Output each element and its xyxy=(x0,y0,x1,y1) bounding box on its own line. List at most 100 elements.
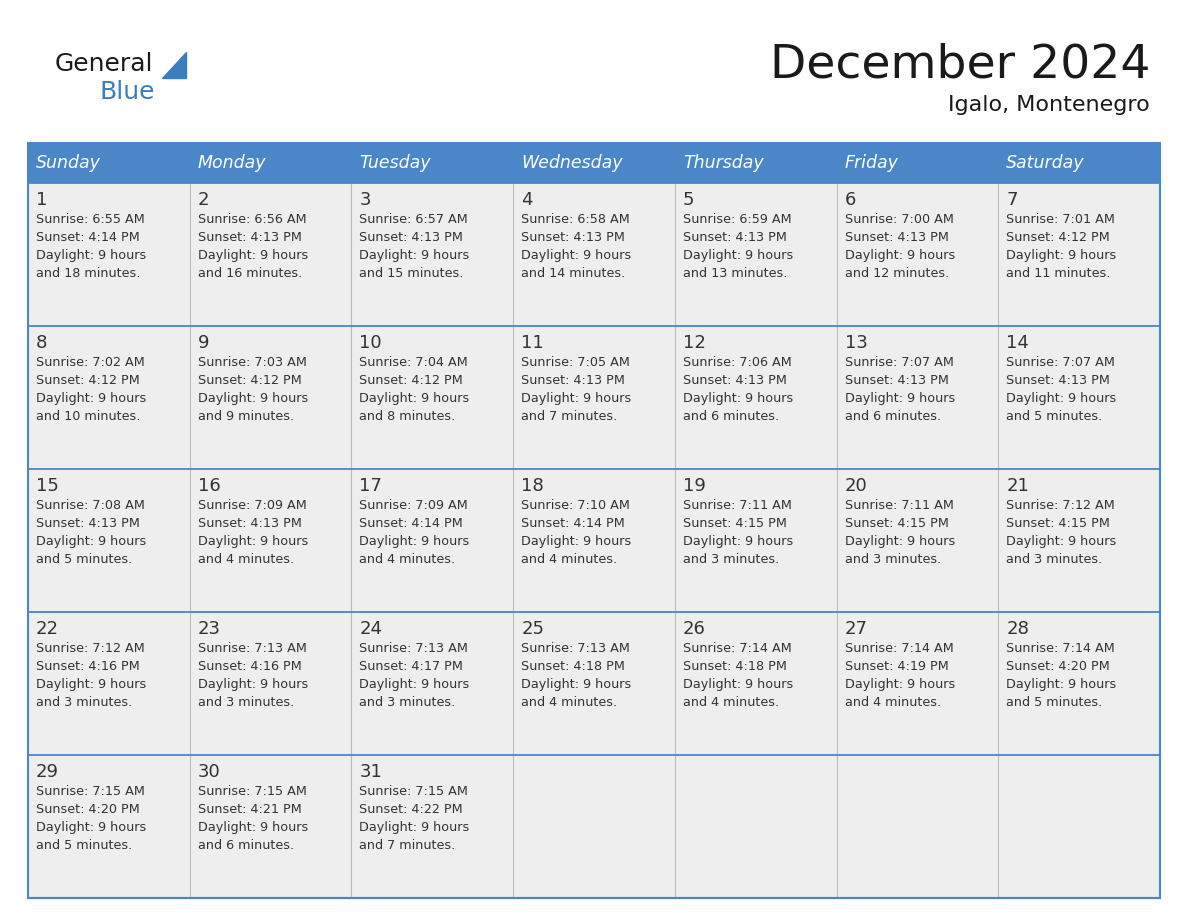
Text: and 4 minutes.: and 4 minutes. xyxy=(522,553,618,566)
Text: Sunset: 4:21 PM: Sunset: 4:21 PM xyxy=(197,803,302,816)
Text: Sunset: 4:13 PM: Sunset: 4:13 PM xyxy=(522,231,625,244)
Bar xyxy=(998,143,1159,183)
Text: Sunset: 4:13 PM: Sunset: 4:13 PM xyxy=(360,231,463,244)
Bar xyxy=(513,612,675,755)
Text: and 5 minutes.: and 5 minutes. xyxy=(36,839,132,852)
Text: 25: 25 xyxy=(522,620,544,638)
Text: Daylight: 9 hours: Daylight: 9 hours xyxy=(197,821,308,834)
Text: Daylight: 9 hours: Daylight: 9 hours xyxy=(197,535,308,548)
Text: and 3 minutes.: and 3 minutes. xyxy=(1006,553,1102,566)
Text: Sunrise: 7:01 AM: Sunrise: 7:01 AM xyxy=(1006,213,1116,226)
Text: 31: 31 xyxy=(360,763,383,781)
Text: 26: 26 xyxy=(683,620,706,638)
Text: Sunset: 4:13 PM: Sunset: 4:13 PM xyxy=(683,374,786,387)
Text: and 11 minutes.: and 11 minutes. xyxy=(1006,267,1111,280)
Text: Daylight: 9 hours: Daylight: 9 hours xyxy=(522,392,631,405)
Bar xyxy=(29,326,190,469)
Text: and 10 minutes.: and 10 minutes. xyxy=(36,410,140,423)
Text: 11: 11 xyxy=(522,334,544,352)
Text: Sunrise: 7:05 AM: Sunrise: 7:05 AM xyxy=(522,356,630,369)
Text: Sunrise: 7:09 AM: Sunrise: 7:09 AM xyxy=(360,499,468,512)
Text: Sunrise: 7:15 AM: Sunrise: 7:15 AM xyxy=(197,785,307,798)
Text: 14: 14 xyxy=(1006,334,1029,352)
Text: Sunrise: 7:07 AM: Sunrise: 7:07 AM xyxy=(1006,356,1116,369)
Text: 18: 18 xyxy=(522,477,544,495)
Text: Blue: Blue xyxy=(100,80,156,104)
Text: Sunrise: 7:09 AM: Sunrise: 7:09 AM xyxy=(197,499,307,512)
Text: Daylight: 9 hours: Daylight: 9 hours xyxy=(522,249,631,262)
Text: Sunset: 4:20 PM: Sunset: 4:20 PM xyxy=(1006,660,1110,673)
Bar xyxy=(836,183,998,326)
Text: Sunset: 4:17 PM: Sunset: 4:17 PM xyxy=(360,660,463,673)
Text: Sunrise: 7:12 AM: Sunrise: 7:12 AM xyxy=(36,642,145,655)
Bar xyxy=(675,183,836,326)
Text: and 3 minutes.: and 3 minutes. xyxy=(360,696,456,709)
Text: 24: 24 xyxy=(360,620,383,638)
Bar xyxy=(836,469,998,612)
Text: and 18 minutes.: and 18 minutes. xyxy=(36,267,140,280)
Bar xyxy=(513,143,675,183)
Bar xyxy=(190,612,352,755)
Bar xyxy=(998,326,1159,469)
Text: Sunrise: 7:13 AM: Sunrise: 7:13 AM xyxy=(197,642,307,655)
Text: Daylight: 9 hours: Daylight: 9 hours xyxy=(683,678,794,691)
Text: Sunrise: 6:58 AM: Sunrise: 6:58 AM xyxy=(522,213,630,226)
Text: and 14 minutes.: and 14 minutes. xyxy=(522,267,625,280)
Text: 8: 8 xyxy=(36,334,48,352)
Bar xyxy=(190,326,352,469)
Text: 23: 23 xyxy=(197,620,221,638)
Text: 7: 7 xyxy=(1006,191,1018,209)
Text: Sunset: 4:12 PM: Sunset: 4:12 PM xyxy=(1006,231,1110,244)
Text: Daylight: 9 hours: Daylight: 9 hours xyxy=(36,821,146,834)
Text: Sunset: 4:13 PM: Sunset: 4:13 PM xyxy=(845,374,948,387)
Text: 4: 4 xyxy=(522,191,532,209)
Text: Sunset: 4:13 PM: Sunset: 4:13 PM xyxy=(36,517,140,530)
Text: and 15 minutes.: and 15 minutes. xyxy=(360,267,463,280)
Text: Sunset: 4:12 PM: Sunset: 4:12 PM xyxy=(360,374,463,387)
Text: Tuesday: Tuesday xyxy=(360,154,431,172)
Text: Igalo, Montenegro: Igalo, Montenegro xyxy=(948,95,1150,115)
Bar xyxy=(675,755,836,898)
Text: Sunset: 4:13 PM: Sunset: 4:13 PM xyxy=(845,231,948,244)
Text: and 3 minutes.: and 3 minutes. xyxy=(683,553,779,566)
Text: and 6 minutes.: and 6 minutes. xyxy=(683,410,779,423)
Text: and 6 minutes.: and 6 minutes. xyxy=(197,839,293,852)
Text: Sunrise: 7:10 AM: Sunrise: 7:10 AM xyxy=(522,499,630,512)
Text: 2: 2 xyxy=(197,191,209,209)
Text: and 4 minutes.: and 4 minutes. xyxy=(197,553,293,566)
Text: Sunset: 4:16 PM: Sunset: 4:16 PM xyxy=(197,660,302,673)
Text: Daylight: 9 hours: Daylight: 9 hours xyxy=(1006,249,1117,262)
Text: Sunrise: 7:14 AM: Sunrise: 7:14 AM xyxy=(1006,642,1116,655)
Text: Daylight: 9 hours: Daylight: 9 hours xyxy=(36,678,146,691)
Text: Daylight: 9 hours: Daylight: 9 hours xyxy=(683,535,794,548)
Bar xyxy=(29,612,190,755)
Text: and 9 minutes.: and 9 minutes. xyxy=(197,410,293,423)
Text: Saturday: Saturday xyxy=(1006,154,1085,172)
Text: Daylight: 9 hours: Daylight: 9 hours xyxy=(197,678,308,691)
Bar xyxy=(675,469,836,612)
Text: Daylight: 9 hours: Daylight: 9 hours xyxy=(36,392,146,405)
Text: Sunset: 4:14 PM: Sunset: 4:14 PM xyxy=(360,517,463,530)
Text: Sunrise: 7:00 AM: Sunrise: 7:00 AM xyxy=(845,213,954,226)
Text: December 2024: December 2024 xyxy=(770,42,1150,87)
Text: Daylight: 9 hours: Daylight: 9 hours xyxy=(360,535,469,548)
Text: Daylight: 9 hours: Daylight: 9 hours xyxy=(360,392,469,405)
Text: Sunrise: 7:06 AM: Sunrise: 7:06 AM xyxy=(683,356,791,369)
Text: 28: 28 xyxy=(1006,620,1029,638)
Text: Sunset: 4:13 PM: Sunset: 4:13 PM xyxy=(197,231,302,244)
Bar xyxy=(513,183,675,326)
Text: and 5 minutes.: and 5 minutes. xyxy=(1006,696,1102,709)
Text: Daylight: 9 hours: Daylight: 9 hours xyxy=(1006,678,1117,691)
Bar xyxy=(836,612,998,755)
Bar xyxy=(29,183,190,326)
Text: 30: 30 xyxy=(197,763,221,781)
Text: Sunset: 4:13 PM: Sunset: 4:13 PM xyxy=(1006,374,1110,387)
Text: 29: 29 xyxy=(36,763,59,781)
Bar xyxy=(352,183,513,326)
Bar xyxy=(29,469,190,612)
Text: Sunrise: 7:02 AM: Sunrise: 7:02 AM xyxy=(36,356,145,369)
Bar xyxy=(190,755,352,898)
Bar xyxy=(836,755,998,898)
Text: 1: 1 xyxy=(36,191,48,209)
Text: Daylight: 9 hours: Daylight: 9 hours xyxy=(845,392,955,405)
